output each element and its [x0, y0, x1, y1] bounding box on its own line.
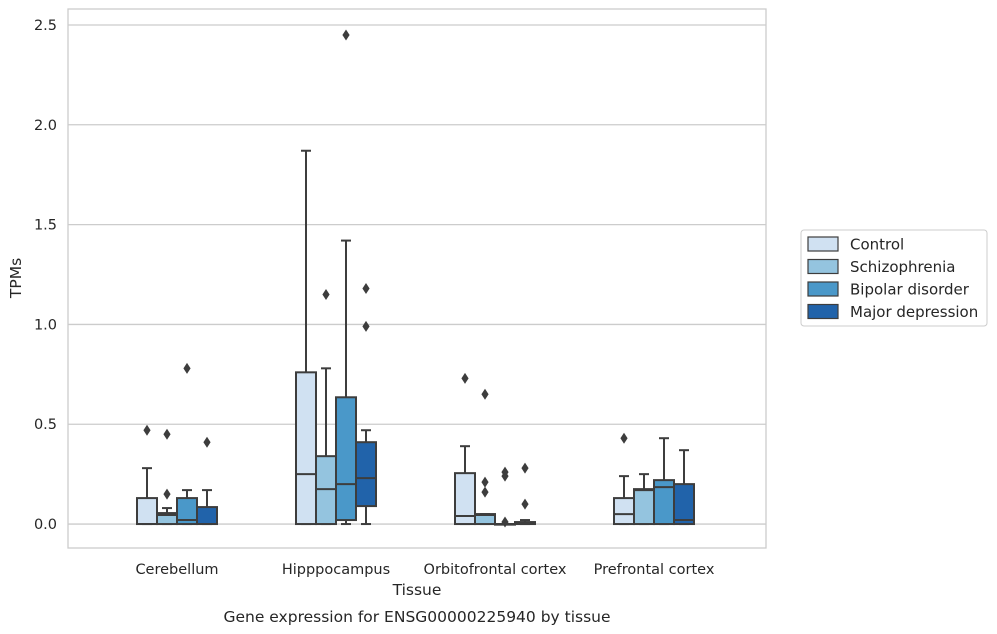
outlier-point: [521, 498, 529, 510]
legend-frame: [800, 229, 988, 327]
outlier-point: [501, 516, 509, 528]
box-group: [454, 372, 476, 526]
y-axis-label: TPMs: [7, 258, 25, 299]
box-iqr: [355, 441, 377, 508]
box-group: [613, 432, 635, 526]
box-group: [653, 437, 675, 526]
box-group: [494, 466, 516, 528]
y-tick-labels: 0.0 0.5 1.0 1.5 2.0 2.5: [34, 18, 57, 533]
y-tick-label: 1.5: [34, 218, 57, 234]
outlier-point: [362, 282, 370, 294]
box-group: [176, 362, 198, 526]
outlier-point: [461, 372, 469, 384]
outlier-point: [143, 424, 151, 436]
x-axis-label: Tissue: [392, 581, 442, 599]
outlier-point: [322, 288, 330, 300]
outlier-point: [163, 488, 171, 500]
box-iqr: [295, 371, 317, 526]
y-tick-label: 2.5: [34, 18, 57, 34]
outlier-point: [521, 462, 529, 474]
x-tick-label: Cerebellum: [135, 562, 218, 578]
legend-label: Bipolar disorder: [850, 281, 970, 299]
box-group: [673, 449, 695, 526]
chart-caption: Gene expression for ENSG00000225940 by t…: [223, 608, 610, 626]
box-group: [156, 428, 178, 526]
legend-swatch: [807, 281, 839, 297]
legend-label: Schizophrenia: [850, 258, 955, 276]
plot-frame: [67, 8, 767, 549]
y-tick-label: 0.0: [34, 517, 57, 533]
box-group: [514, 462, 536, 526]
y-tick-label: 0.5: [34, 417, 57, 433]
outlier-point: [163, 428, 171, 440]
box-iqr: [454, 472, 476, 526]
outlier-point: [203, 436, 211, 448]
box-group: [355, 282, 377, 526]
outlier-point: [183, 362, 191, 374]
box-group: [633, 473, 655, 526]
box-group: [335, 29, 357, 526]
legend-swatch: [807, 258, 839, 275]
legend-swatch: [807, 236, 839, 252]
outlier-point: [501, 466, 509, 478]
x-tick-label: Prefrontal cortex: [594, 562, 715, 578]
box-iqr: [335, 396, 357, 522]
outlier-point: [481, 486, 489, 498]
y-tick-label: 2.0: [34, 118, 57, 134]
box-iqr: [136, 497, 158, 526]
outlier-point: [620, 432, 628, 444]
outlier-point: [362, 320, 370, 332]
box-group: [315, 288, 337, 526]
outlier-point: [481, 476, 489, 488]
legend: Control Schizophrenia Bipolar disorder Majo…: [800, 229, 988, 327]
legend-swatch: [807, 303, 839, 320]
outlier-point: [342, 29, 350, 41]
box-group: [474, 388, 496, 526]
box-layer: [136, 29, 695, 528]
y-tick-label: 1.0: [34, 317, 57, 333]
grid-layer: [68, 24, 766, 525]
box-group: [295, 149, 317, 526]
box-group: [136, 424, 158, 526]
outlier-point: [481, 388, 489, 400]
box-iqr: [613, 497, 635, 526]
x-tick-labels: Cerebellum Hipppocampus Orbitofrontal cort…: [135, 562, 714, 578]
box-iqr: [196, 506, 218, 526]
x-tick-label: Orbitofrontal cortex: [424, 562, 567, 578]
legend-label: Control: [850, 236, 904, 254]
legend-label: Major depression: [850, 303, 978, 321]
box-iqr: [633, 488, 655, 526]
x-tick-label: Hipppocampus: [282, 562, 390, 578]
box-group: [196, 436, 218, 526]
box-iqr: [673, 483, 695, 526]
